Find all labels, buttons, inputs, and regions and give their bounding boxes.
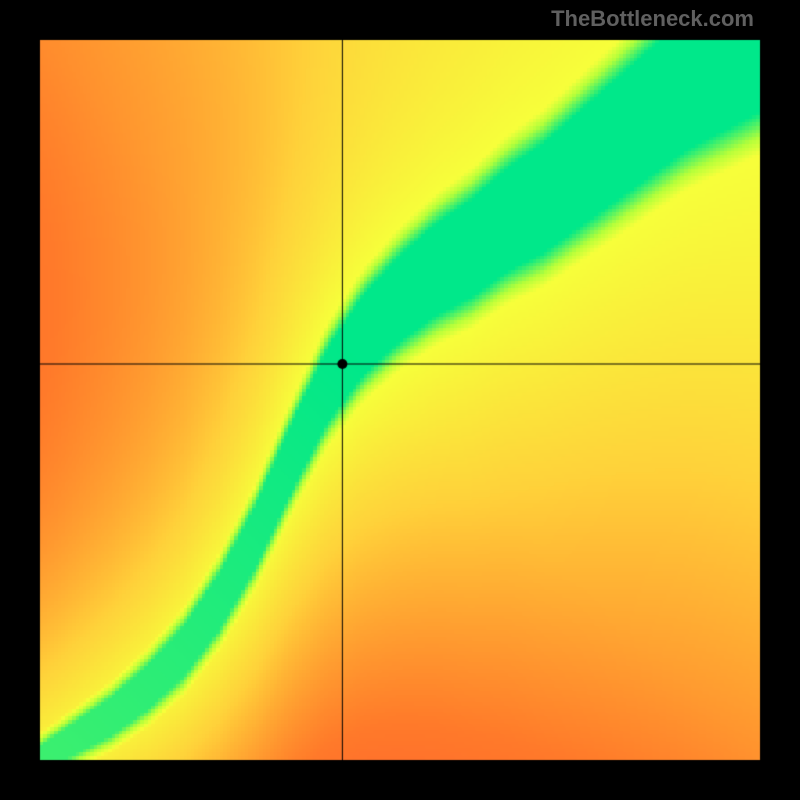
bottleneck-heatmap xyxy=(0,0,800,800)
watermark-text: TheBottleneck.com xyxy=(551,6,754,32)
